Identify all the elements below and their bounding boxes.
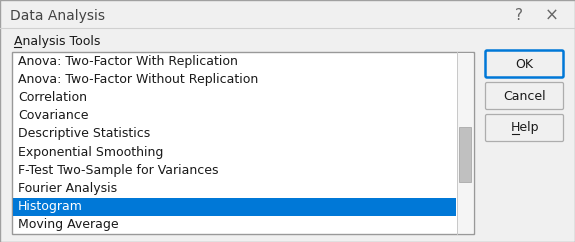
Text: Anova: Two-Factor Without Replication: Anova: Two-Factor Without Replication: [18, 73, 258, 86]
FancyBboxPatch shape: [485, 51, 564, 77]
FancyBboxPatch shape: [485, 83, 564, 109]
Text: Descriptive Statistics: Descriptive Statistics: [18, 127, 150, 140]
Text: Analysis Tools: Analysis Tools: [14, 36, 101, 48]
FancyBboxPatch shape: [485, 114, 564, 142]
Text: Moving Average: Moving Average: [18, 218, 118, 231]
Bar: [459, 127, 471, 182]
Text: Histogram: Histogram: [18, 200, 83, 213]
Bar: [12, 52, 474, 234]
Text: Covariance: Covariance: [18, 109, 89, 122]
Text: Correlation: Correlation: [18, 91, 87, 104]
Text: OK: OK: [516, 58, 534, 70]
Text: ?: ?: [515, 8, 523, 23]
Bar: [457, 53, 473, 233]
Text: Exponential Smoothing: Exponential Smoothing: [18, 146, 163, 159]
Bar: [13, 198, 456, 216]
Text: Fourier Analysis: Fourier Analysis: [18, 182, 117, 195]
Text: F-Test Two-Sample for Variances: F-Test Two-Sample for Variances: [18, 164, 218, 177]
Text: Cancel: Cancel: [503, 90, 546, 103]
Text: Anova: Two-Factor With Replication: Anova: Two-Factor With Replication: [18, 55, 238, 68]
Text: Help: Help: [510, 121, 539, 135]
Text: Data Analysis: Data Analysis: [10, 9, 105, 23]
Text: ×: ×: [545, 7, 559, 25]
